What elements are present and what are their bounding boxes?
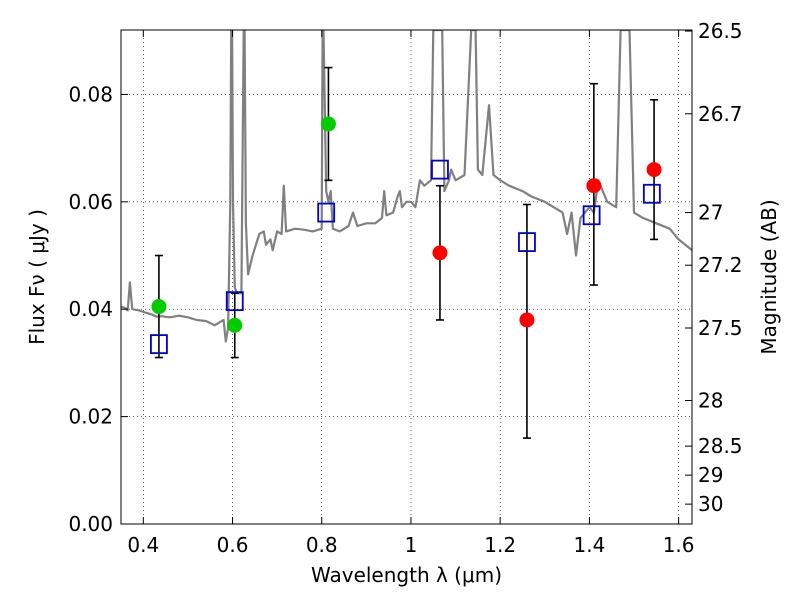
grid [121, 30, 692, 524]
plot-area [121, 30, 692, 439]
y-axis-label-right: Magnitude (AB) [757, 199, 781, 354]
y-axis-label-left: Flux Fν ( μJy ) [25, 209, 49, 345]
red-data-point [586, 178, 602, 194]
mag-tick-label: 27.5 [698, 316, 743, 340]
x-tick-label: 1.6 [663, 533, 695, 557]
mag-tick-label: 28.5 [698, 434, 743, 458]
model-photometry-square [518, 232, 536, 252]
model-photometry-square [582, 205, 601, 226]
x-tick-label: 0.4 [127, 533, 159, 557]
green-data-point [320, 116, 336, 132]
model-photometry-square [642, 183, 661, 204]
y-tick-label: 0.02 [68, 405, 113, 429]
mag-tick-label: 30 [698, 492, 723, 516]
model-photometry-square [317, 202, 336, 223]
y-tick-label: 0.08 [68, 82, 113, 106]
mag-tick-label: 28 [698, 389, 723, 413]
y-tick-label: 0.04 [68, 297, 113, 321]
x-tick-label: 0.8 [306, 533, 338, 557]
mag-tick-label: 26.7 [698, 102, 743, 126]
model-photometry-square [150, 334, 168, 355]
x-tick-label: 0.6 [217, 533, 249, 557]
mag-tick-label: 27 [698, 201, 723, 225]
model-spectrum-line [121, 30, 692, 343]
model-photometry-square [225, 291, 244, 312]
x-tick-label: 1.2 [484, 533, 516, 557]
red-data-point [519, 312, 535, 328]
x-tick-label: 1 [405, 533, 418, 557]
green-data-point [151, 299, 167, 315]
axes-frame [120, 29, 693, 525]
mag-tick-label: 26.5 [698, 19, 743, 43]
red-data-point [646, 162, 662, 178]
green-data-point [227, 317, 243, 333]
model-photometry-square [431, 159, 449, 180]
x-tick-label: 1.4 [573, 533, 605, 557]
mag-tick-label: 29 [698, 463, 723, 487]
mag-tick-label: 27.2 [698, 253, 743, 277]
ticks: 0.4 0.6 0.8 1 1.2 1.4 1.6 0.00 0.02 0.04 0.06 0.08 2… [68, 19, 742, 557]
x-axis-label: Wavelength λ (μm) [311, 563, 502, 587]
y-tick-label: 0.00 [68, 512, 113, 536]
y-tick-label: 0.06 [68, 190, 113, 214]
red-data-point [432, 245, 448, 261]
